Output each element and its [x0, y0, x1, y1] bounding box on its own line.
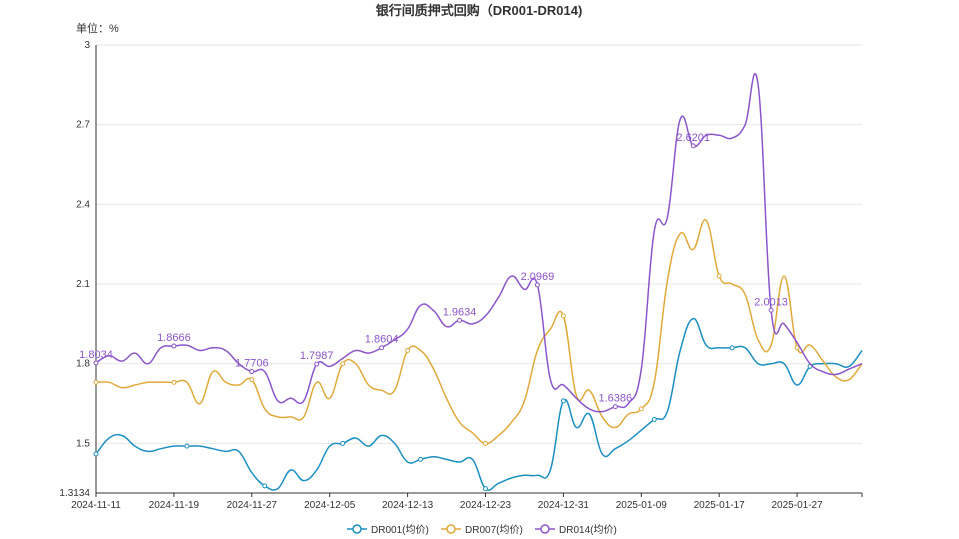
series-1 — [93, 219, 863, 446]
x-tick-label: 2024-11-19 — [149, 500, 200, 511]
series-0 — [93, 317, 863, 492]
y-tick-label: 1.5 — [76, 438, 90, 449]
series-line — [95, 317, 863, 491]
legend-swatch-marker — [352, 524, 362, 534]
data-point[interactable] — [560, 398, 566, 404]
data-point[interactable] — [262, 483, 268, 489]
data-point[interactable] — [690, 143, 696, 149]
series-line — [95, 73, 863, 413]
data-point[interactable] — [379, 345, 385, 351]
data-label: 1.8034 — [79, 349, 113, 361]
data-label: 1.7706 — [235, 358, 269, 370]
data-label: 1.9634 — [443, 306, 477, 318]
data-label: 2.0969 — [521, 271, 555, 283]
data-point[interactable] — [171, 379, 177, 385]
data-point[interactable] — [405, 347, 411, 353]
data-point[interactable] — [612, 404, 618, 410]
data-point[interactable] — [534, 282, 540, 288]
series-line — [95, 219, 863, 445]
data-point[interactable] — [768, 307, 774, 313]
data-point[interactable] — [729, 345, 735, 351]
x-tick-label: 2025-01-17 — [694, 500, 746, 511]
data-label: 1.7987 — [300, 350, 334, 362]
x-tick-label: 2024-12-31 — [538, 500, 590, 511]
data-point[interactable] — [340, 361, 346, 367]
legend-item[interactable]: DR014(均价) — [535, 524, 617, 536]
data-point[interactable] — [457, 317, 463, 323]
series-layer — [93, 73, 863, 492]
data-point[interactable] — [93, 451, 99, 457]
legend[interactable]: DR001(均价) DR007(均价) DR014(均价) — [347, 524, 617, 536]
axis-layer: 1.3134 1.5 1.8 2.1 2.4 2.7 3 2024-11-11 2024-11-… — [59, 40, 863, 511]
x-tick-label: 2024-12-23 — [460, 500, 512, 511]
x-tick-label: 2025-01-09 — [616, 500, 668, 511]
data-label: 2.0013 — [754, 296, 788, 308]
legend-label: DR007(均价) — [465, 524, 523, 536]
y-tick-label: 1.8 — [76, 359, 90, 370]
data-point[interactable] — [638, 406, 644, 412]
y-tick-label: 3 — [84, 40, 90, 51]
data-point[interactable] — [93, 360, 99, 366]
data-point[interactable] — [794, 345, 800, 351]
x-tick-label: 2024-11-11 — [71, 500, 121, 511]
data-label: 1.8666 — [157, 332, 191, 344]
legend-item[interactable]: DR007(均价) — [441, 524, 523, 536]
legend-label: DR014(均价) — [559, 524, 617, 536]
data-label-layer: 1.8034 1.8666 1.7706 1.7987 1.8604 1.9634 2.09… — [79, 132, 788, 405]
data-point[interactable] — [560, 313, 566, 319]
x-tick-label: 2024-12-05 — [304, 500, 356, 511]
x-tick-label: 2024-11-27 — [227, 500, 278, 511]
data-point[interactable] — [418, 456, 424, 462]
data-label: 1.8604 — [365, 334, 399, 346]
data-point[interactable] — [249, 369, 255, 375]
grid-layer — [96, 44, 862, 494]
data-label: 2.6201 — [676, 132, 710, 144]
y-tick-label: 2.1 — [76, 279, 90, 290]
data-point[interactable] — [482, 486, 488, 492]
chart-title: 银行间质押式回购（DR001-DR014) — [376, 3, 583, 18]
legend-item[interactable]: DR001(均价) — [347, 524, 429, 536]
series-2 — [93, 73, 863, 413]
data-label: 1.6386 — [598, 393, 632, 405]
x-tick-label: 2024-12-13 — [382, 500, 434, 511]
data-point[interactable] — [340, 440, 346, 446]
unit-label: 单位：% — [76, 21, 119, 35]
data-point[interactable] — [249, 377, 255, 383]
data-point[interactable] — [651, 417, 657, 423]
y-tick-label: 1.3134 — [59, 488, 90, 499]
data-point[interactable] — [171, 343, 177, 349]
data-point[interactable] — [184, 443, 190, 449]
y-tick-label: 2.7 — [76, 120, 90, 131]
legend-swatch-marker — [540, 524, 550, 534]
legend-label: DR001(均价) — [371, 524, 429, 536]
data-point[interactable] — [93, 379, 99, 385]
x-tick-label: 2025-01-27 — [772, 500, 824, 511]
data-point[interactable] — [716, 273, 722, 279]
data-point[interactable] — [314, 361, 320, 367]
data-point[interactable] — [482, 440, 488, 446]
legend-swatch-marker — [446, 524, 456, 534]
y-tick-label: 2.4 — [76, 199, 90, 210]
